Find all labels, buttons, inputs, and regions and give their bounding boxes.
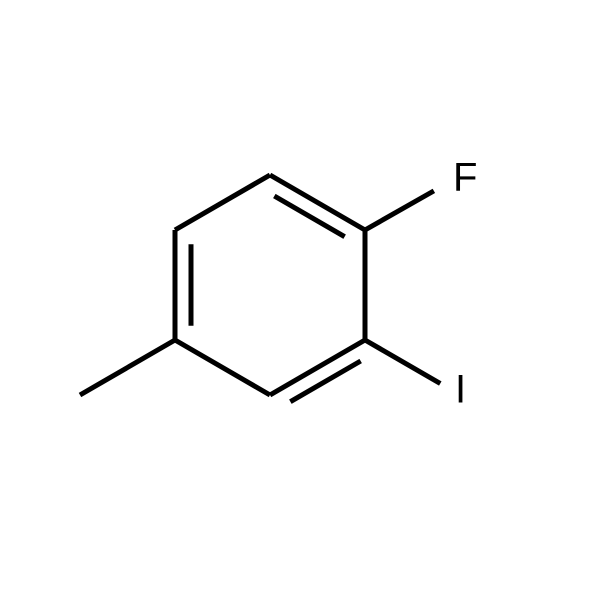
bond-line <box>175 175 270 230</box>
bond-line <box>274 196 344 237</box>
bond-line <box>365 191 434 230</box>
molecule-diagram: FI <box>0 0 600 600</box>
bond-line <box>175 340 270 395</box>
bond-line <box>365 340 440 383</box>
bond-line <box>80 340 175 395</box>
bond-line <box>290 361 360 402</box>
atom-label-i: I <box>455 368 466 412</box>
atom-label-f: F <box>453 156 477 200</box>
